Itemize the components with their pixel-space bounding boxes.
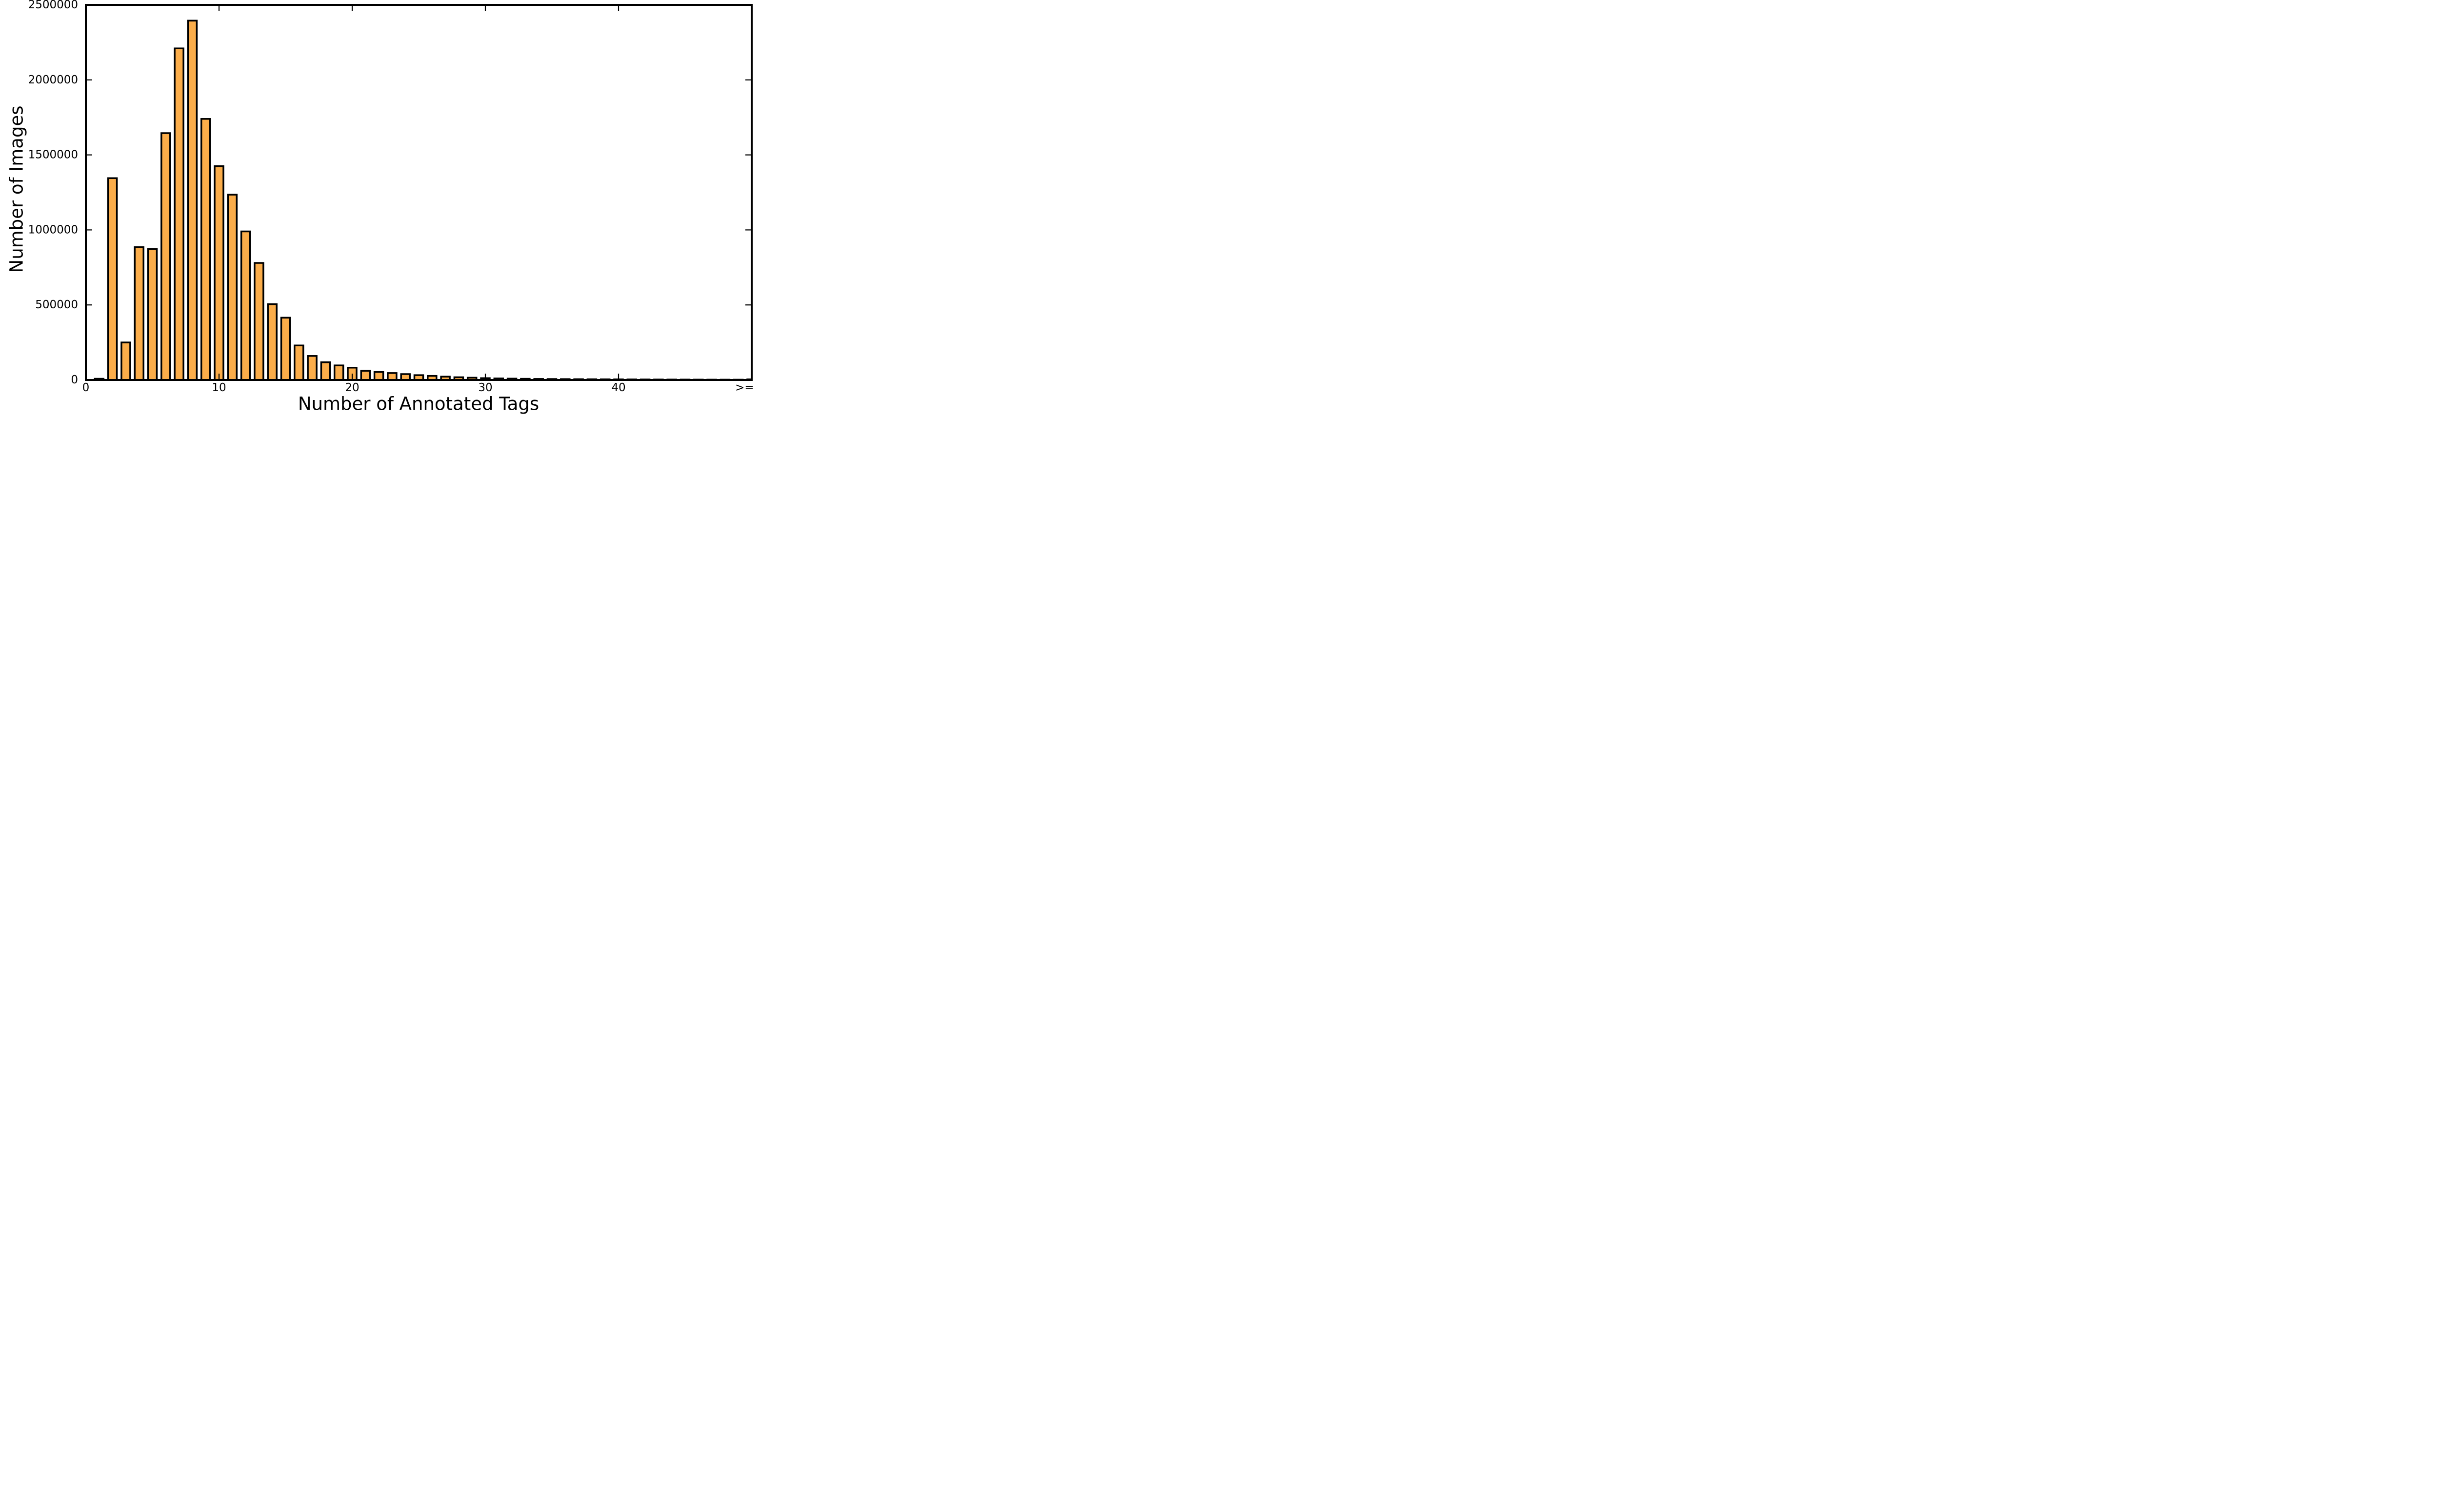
bar — [240, 230, 251, 380]
bar — [320, 361, 331, 380]
y-axis-title: Number of Images — [6, 106, 27, 273]
bar — [174, 47, 184, 380]
bar — [280, 317, 291, 380]
bar — [427, 375, 438, 380]
x-tick-label: 30 — [478, 381, 492, 394]
bars-layer — [94, 20, 752, 380]
bar — [307, 355, 318, 380]
bar — [400, 373, 411, 380]
bar — [214, 165, 224, 380]
bar — [107, 177, 118, 380]
bar — [387, 372, 398, 380]
y-tick-labels: 0 500000 1000000 1500000 2000000 2500000 — [28, 0, 78, 386]
x-tick-label: >=50 — [735, 381, 754, 394]
plot-frame — [85, 4, 753, 381]
figure: 0 10 20 30 40 >=50 0 500000 1000000 1500000 20000… — [0, 0, 768, 420]
bar — [294, 344, 304, 380]
bar — [373, 371, 384, 380]
bar — [187, 20, 198, 380]
y-tick-label: 1000000 — [28, 223, 78, 236]
x-axis-title: Number of Annotated Tags — [298, 394, 539, 415]
y-tick-label: 0 — [71, 374, 78, 386]
x-tick-label: 0 — [82, 381, 90, 394]
y-tick-label: 2500000 — [28, 0, 78, 11]
bar — [160, 132, 171, 380]
x-tick-label: 10 — [212, 381, 226, 394]
bar — [254, 262, 264, 380]
bar — [120, 341, 131, 380]
bar — [134, 246, 144, 380]
x-tick-label: 20 — [345, 381, 359, 394]
bar-chart: 0 10 20 30 40 >=50 0 500000 1000000 1500000 20000… — [0, 0, 768, 420]
bar — [227, 194, 238, 380]
bar — [147, 248, 158, 380]
bar — [200, 118, 211, 380]
y-tick-label: 500000 — [35, 298, 78, 311]
bar — [267, 303, 278, 380]
bar — [360, 370, 371, 380]
y-tick-label: 1500000 — [28, 149, 78, 161]
x-tick-label: 40 — [611, 381, 625, 394]
ticks-layer — [85, 4, 753, 381]
y-tick-label: 2000000 — [28, 74, 78, 86]
bar — [333, 364, 344, 380]
